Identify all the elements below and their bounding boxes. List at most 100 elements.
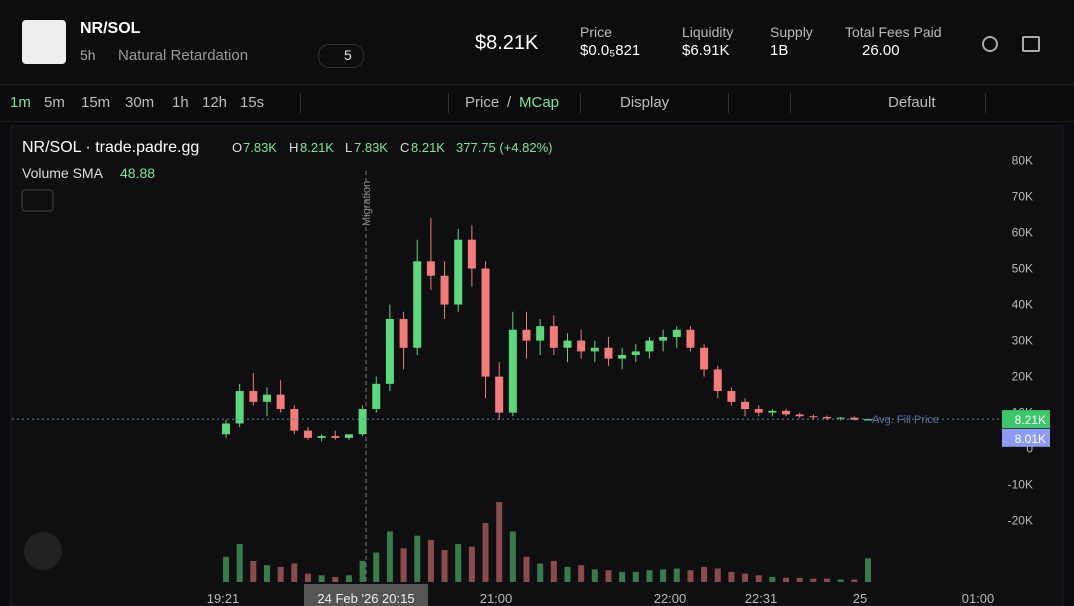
interval-button[interactable]: 15m xyxy=(81,94,111,111)
y-tick-label: 30K xyxy=(1012,334,1033,348)
volume-bar xyxy=(332,576,339,582)
volume-bar xyxy=(810,578,817,582)
y-tick-label: 20K xyxy=(1012,370,1033,384)
chart: 80K70K60K50K40K30K20K10K0-10K-20KMigrati… xyxy=(10,125,1064,606)
candle-body xyxy=(686,329,695,348)
x-tick-label: 22:00 xyxy=(654,591,687,606)
volume-bar xyxy=(742,573,749,582)
x-tick-label: 24 Feb '26 20:15 xyxy=(317,591,414,606)
stat-label: Liquidity xyxy=(682,24,734,40)
interval-button[interactable]: 5m xyxy=(44,94,65,111)
stat-value: $6.91K xyxy=(682,42,730,59)
legend-l: 7.83K xyxy=(354,140,388,155)
candle-body xyxy=(754,409,763,413)
x-tick-label: 19:21 xyxy=(207,591,240,606)
candle-body xyxy=(563,340,572,348)
candle-body xyxy=(303,430,312,438)
y-tick-label: -20K xyxy=(1008,514,1033,528)
candle-body xyxy=(604,347,613,359)
volume-bar xyxy=(824,578,831,582)
mcap-toggle[interactable]: MCap xyxy=(519,94,560,111)
volume-bar xyxy=(550,560,557,582)
volume-bar xyxy=(263,565,270,582)
y-tick-label: 70K xyxy=(1012,189,1033,203)
stat-value: 26.00 xyxy=(862,42,900,59)
toolbar: 1m 5m 15m 30m 1h 12h 15s Price / MCap Display Defau… xyxy=(0,85,1074,122)
volume-bar xyxy=(851,579,858,582)
stat-value: 1B xyxy=(770,42,789,59)
interval-button[interactable]: 30m xyxy=(125,94,155,111)
volume-bar xyxy=(277,566,284,582)
volume-bar xyxy=(605,570,612,582)
last-price-tag: 8.21K xyxy=(1015,413,1046,427)
volume-bar xyxy=(632,571,639,582)
candle-body xyxy=(508,329,517,413)
legend-h: 8.21K xyxy=(300,140,334,155)
legend-o-key: O xyxy=(232,140,242,155)
interval-button[interactable]: 1m xyxy=(10,94,31,111)
volume-bar xyxy=(591,569,598,582)
settings-icon[interactable] xyxy=(982,36,998,52)
pair: NR/SOL xyxy=(80,20,141,37)
interval-button[interactable]: 1h xyxy=(172,94,189,111)
candle-body xyxy=(358,409,367,435)
volume-bar xyxy=(359,560,366,582)
candle-body xyxy=(522,329,531,341)
candle-body xyxy=(454,239,463,305)
interval-button[interactable]: 15s xyxy=(240,94,265,111)
watchers-pill[interactable] xyxy=(318,44,364,68)
volume-bar xyxy=(646,570,653,582)
display-button[interactable]: Display xyxy=(620,94,670,111)
avg-price-tag-bg xyxy=(1002,428,1050,447)
x-tick-label: 21:00 xyxy=(480,591,513,606)
candle-body xyxy=(850,417,859,420)
price-toggle[interactable]: Price xyxy=(465,94,500,111)
layout-select[interactable]: Default xyxy=(888,94,936,111)
volume-bar xyxy=(701,566,708,582)
candle-body xyxy=(823,416,832,419)
volume-bar xyxy=(755,575,762,582)
legend-c-key: C xyxy=(400,140,409,155)
x-tick-label: 25 xyxy=(853,591,867,606)
candle-body xyxy=(290,409,299,431)
legend-c: 8.21K xyxy=(411,140,445,155)
y-tick-label: 0 xyxy=(1026,442,1033,456)
volume-bar xyxy=(660,569,667,582)
header: NR/SOL 5h Natural Retardation 5 $8.21K P… xyxy=(0,0,1074,85)
candle-body xyxy=(249,391,258,402)
separator xyxy=(985,93,986,113)
candle-body xyxy=(618,355,627,359)
volume-bar xyxy=(578,565,585,582)
candle-body xyxy=(590,347,599,352)
interval-button[interactable]: 12h xyxy=(202,94,228,111)
x-tick-label: 22:31 xyxy=(745,591,778,606)
volume-bar xyxy=(455,544,462,582)
volume-bar xyxy=(373,552,380,582)
layout-icon[interactable] xyxy=(1022,36,1040,52)
volume-bar xyxy=(223,556,229,582)
stat-label: Price xyxy=(580,24,612,40)
volume-bar xyxy=(865,558,871,582)
candle-body xyxy=(440,275,449,305)
candle-body xyxy=(864,419,872,421)
last-price-tag-bg xyxy=(1002,410,1050,429)
candle-body xyxy=(577,340,586,352)
candle-body xyxy=(631,351,640,355)
candle-body xyxy=(399,318,408,348)
token-name[interactable]: Natural Retardation xyxy=(118,47,249,64)
volume-bar xyxy=(509,531,516,582)
volume-bar xyxy=(441,550,448,582)
market-cap: $8.21K xyxy=(475,32,539,54)
candle-body xyxy=(426,261,435,276)
y-tick-label: 50K xyxy=(1012,262,1033,276)
token-avatar xyxy=(22,20,66,64)
age: 5h xyxy=(80,47,96,63)
tradingview-logo xyxy=(24,532,62,570)
y-tick-label: 80K xyxy=(1012,153,1033,167)
separator xyxy=(790,93,791,113)
candle-body xyxy=(727,391,736,402)
candle-body xyxy=(372,383,381,410)
collapse-button[interactable] xyxy=(21,189,54,212)
volume-bar xyxy=(714,568,721,582)
